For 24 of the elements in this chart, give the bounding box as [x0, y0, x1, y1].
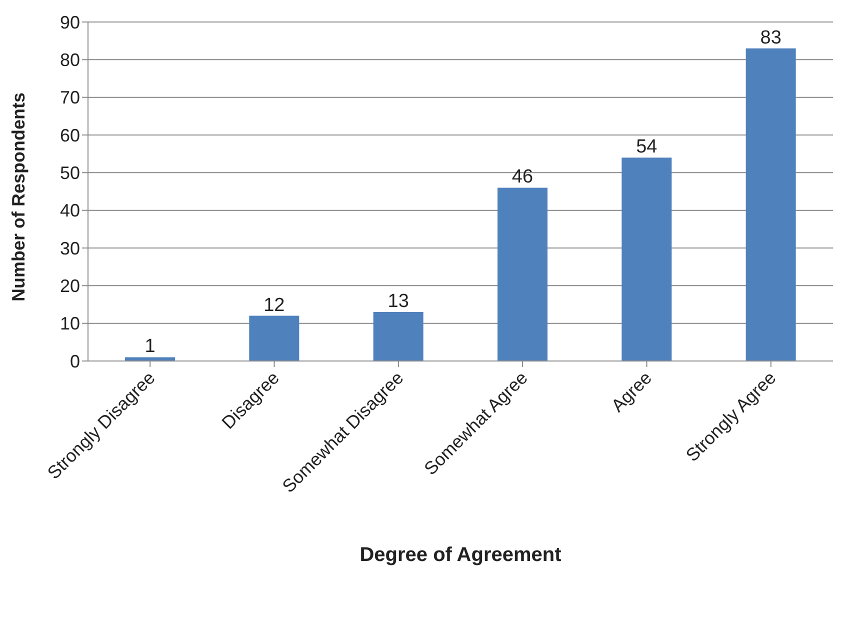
y-tick-label: 40: [60, 200, 80, 221]
y-tick-label: 90: [60, 12, 80, 32]
y-tick-label: 20: [60, 276, 80, 296]
bar: [622, 158, 672, 361]
y-tick-label: 30: [60, 238, 80, 258]
data-label: 83: [760, 27, 782, 48]
data-label: 46: [512, 166, 534, 188]
x-axis-title: Degree of Agreement: [360, 544, 562, 566]
bar: [498, 188, 548, 361]
bar: [125, 357, 175, 361]
data-label: 12: [264, 294, 285, 316]
y-tick-label: 60: [60, 125, 80, 146]
y-tick-label: 70: [60, 88, 80, 108]
y-axis-title: Number of Respondents: [8, 92, 28, 302]
data-label: 1: [144, 336, 156, 358]
bar: [249, 316, 300, 361]
bar: [746, 48, 796, 361]
y-tick-label: 80: [60, 50, 80, 70]
y-tick-label: 10: [60, 314, 80, 334]
data-label: 54: [636, 136, 658, 158]
data-label: 13: [388, 291, 409, 312]
bar: [373, 312, 424, 361]
y-tick-label: 0: [70, 351, 80, 372]
y-tick-label: 50: [60, 163, 80, 184]
